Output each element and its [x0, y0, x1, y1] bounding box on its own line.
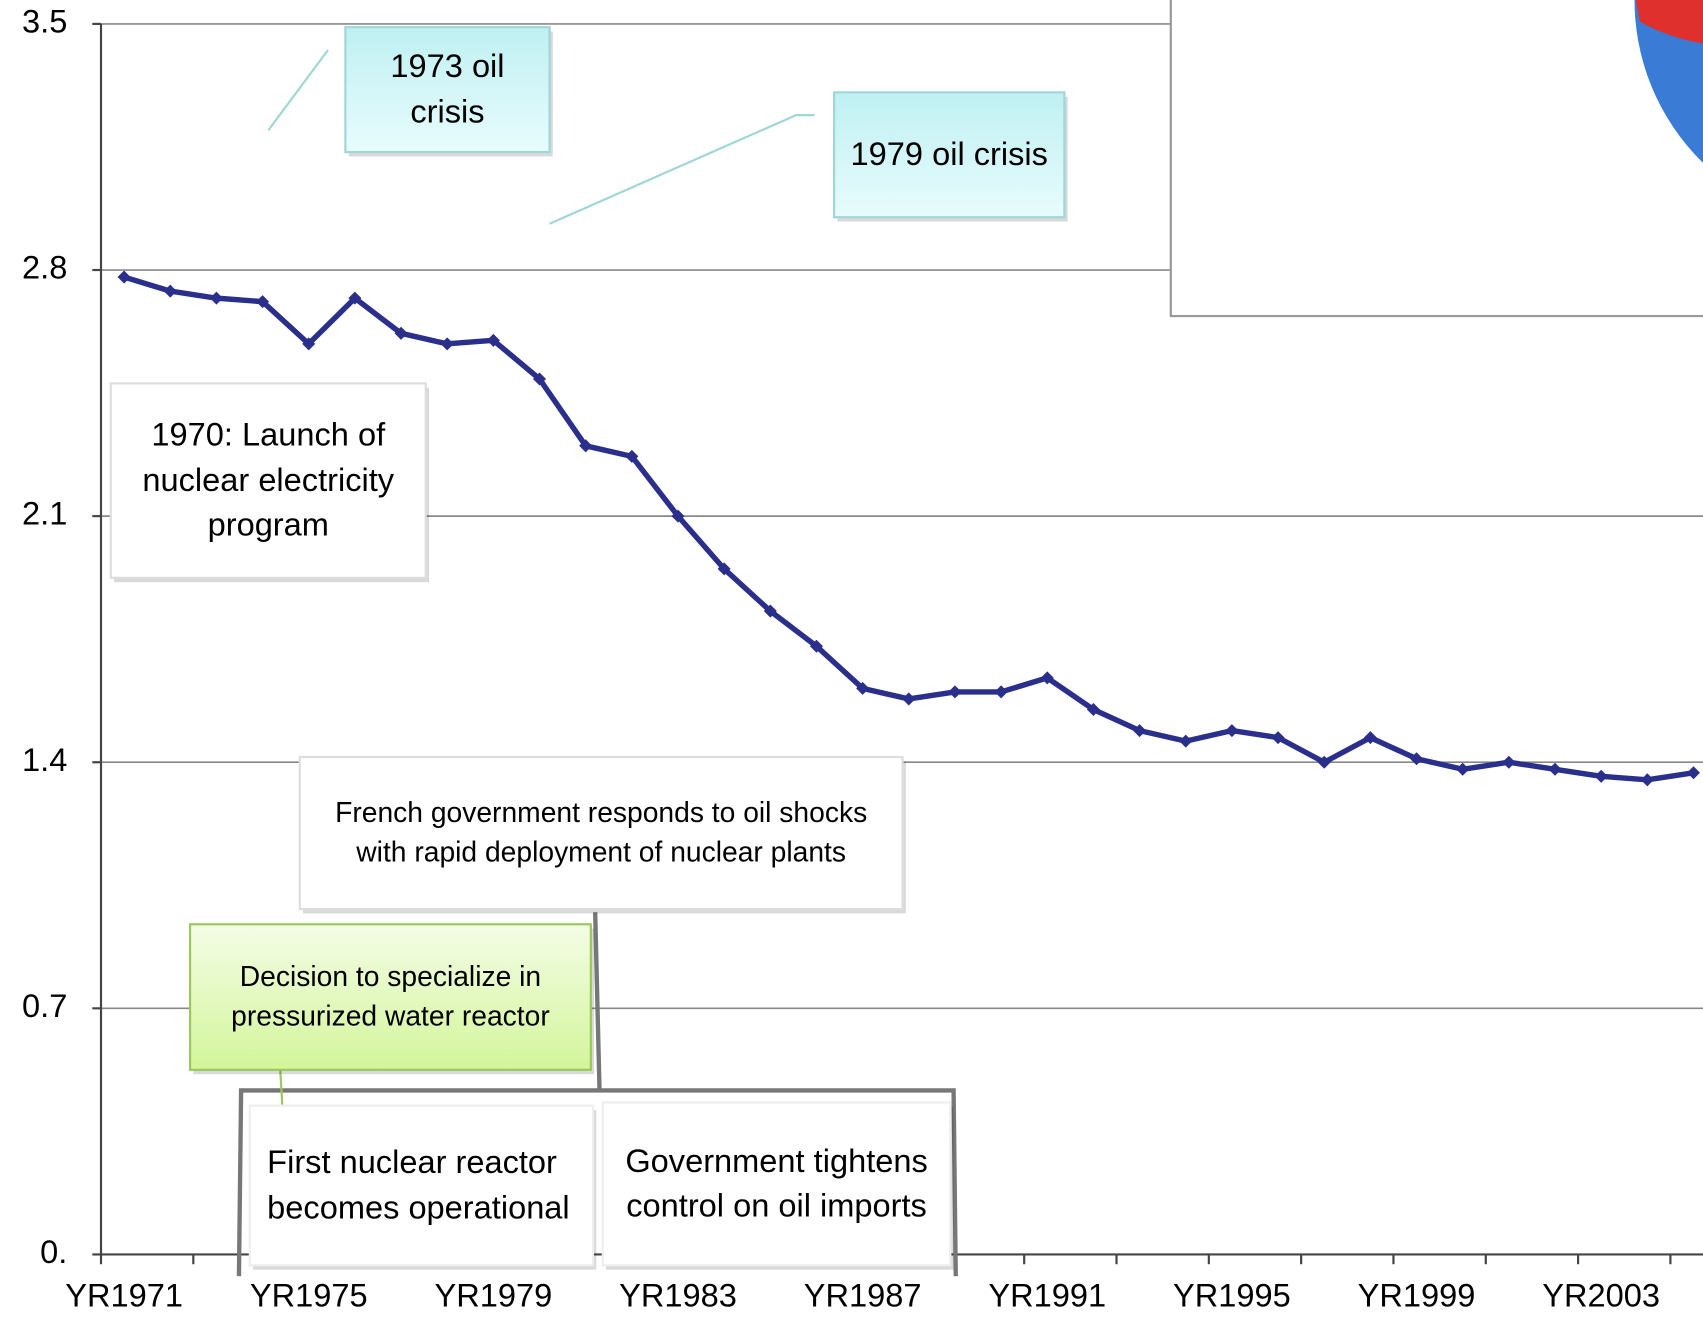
data-point	[533, 372, 547, 386]
annotation: Decision to specialize in pressurized wa…	[231, 960, 550, 1032]
data-point	[994, 685, 1008, 699]
y-tick-label: 0.	[40, 1234, 67, 1270]
bracket	[236, 1088, 958, 1277]
y-tick-label: 2.1	[22, 496, 67, 532]
data-point	[1086, 702, 1100, 717]
leader-line	[549, 114, 815, 225]
x-tick-label: YR1987	[804, 1278, 922, 1314]
annotation-box	[298, 755, 904, 911]
annotation-text: 1979 oil crisis	[850, 136, 1048, 173]
data-point	[1363, 731, 1377, 745]
x-tick-label: YR1995	[1173, 1278, 1291, 1314]
data-point	[486, 333, 500, 347]
annotation-box	[109, 382, 427, 579]
pie-slice	[1635, 0, 1703, 44]
pie-slice	[1634, 0, 1703, 163]
data-point	[579, 439, 593, 453]
y-tick-label: 3.5	[22, 4, 67, 40]
annotations: 1973 oil crisis 1979 oil crisis 1970: Laun…	[109, 26, 1068, 1270]
data-point	[117, 270, 131, 284]
y-tick-label: 2.8	[22, 250, 67, 286]
leader-lines	[236, 49, 958, 1277]
data-point	[717, 562, 731, 576]
data-point	[1456, 762, 1470, 776]
data-point	[1133, 724, 1147, 738]
leader-line	[593, 912, 602, 1091]
data-point	[948, 685, 962, 699]
leader-line	[279, 1069, 284, 1106]
annotation-text: 1970: Launch of nuclear electricity prog…	[142, 417, 395, 544]
data-point	[163, 284, 177, 298]
data-point	[302, 337, 316, 351]
data-point	[209, 291, 223, 305]
annotation-box	[248, 1104, 595, 1267]
x-tick-label: YR1999	[1358, 1278, 1476, 1314]
data-point	[763, 604, 777, 618]
data-point	[256, 295, 270, 309]
data-point	[1686, 766, 1701, 780]
data-point	[1040, 671, 1054, 685]
annotation: 1970: Launch of nuclear electricity prog…	[142, 417, 395, 544]
data-point	[394, 326, 408, 340]
annotation: Government tightens control on oil impor…	[625, 1143, 928, 1225]
annotation: 1973 oil crisis	[390, 49, 505, 130]
annotation: 1979 oil crisis	[850, 136, 1048, 173]
data-point	[440, 337, 454, 351]
data-point	[1502, 755, 1516, 769]
x-tick-label: YR1991	[988, 1278, 1106, 1314]
annotation-box	[601, 1101, 952, 1267]
data-point	[1640, 773, 1654, 787]
data-point	[1410, 752, 1424, 766]
x-tick-label: YR2003	[1542, 1278, 1660, 1314]
annotation-box	[344, 26, 551, 154]
data-point	[1594, 769, 1608, 783]
data-point	[348, 291, 362, 305]
y-tick-label: 0.7	[22, 988, 67, 1024]
data-point	[625, 449, 639, 463]
data-point	[671, 509, 685, 523]
annotation: French government responds to oil shocks…	[335, 796, 868, 868]
x-tick-label: YR1979	[434, 1278, 552, 1314]
x-tick-label: YR1971	[65, 1278, 183, 1314]
annotation-text: 1973 oil crisis	[390, 49, 505, 130]
data-point	[809, 639, 823, 653]
grid: 0. 0.7 1.4 2.1 2.8 3.5 YR1971 YR1975 YR1979 YR198…	[22, 4, 1703, 1314]
annotation-text: French government responds to oil shocks…	[335, 796, 868, 868]
annotation-box	[833, 91, 1066, 219]
leader-line	[267, 49, 329, 131]
data-point	[1179, 734, 1193, 748]
annotation: First nuclear reactor becomes operationa…	[267, 1144, 570, 1226]
inset-chart	[1169, 0, 1703, 318]
y-tick-label: 1.4	[22, 742, 67, 778]
inset-frame	[1169, 0, 1703, 318]
annotation-text: First nuclear reactor becomes operationa…	[267, 1144, 570, 1226]
data-point	[902, 692, 916, 706]
annotation-text: Decision to specialize in pressurized wa…	[231, 960, 550, 1032]
x-tick-label: YR1975	[250, 1278, 368, 1314]
annotation-box	[188, 923, 592, 1071]
data-point	[856, 681, 870, 695]
x-tick-label: YR1983	[619, 1278, 737, 1314]
annotation-text: Government tightens control on oil impor…	[625, 1143, 928, 1225]
data-point	[1225, 724, 1239, 738]
data-point	[1271, 731, 1285, 745]
data-point	[1548, 762, 1562, 776]
data-point	[1317, 755, 1331, 769]
